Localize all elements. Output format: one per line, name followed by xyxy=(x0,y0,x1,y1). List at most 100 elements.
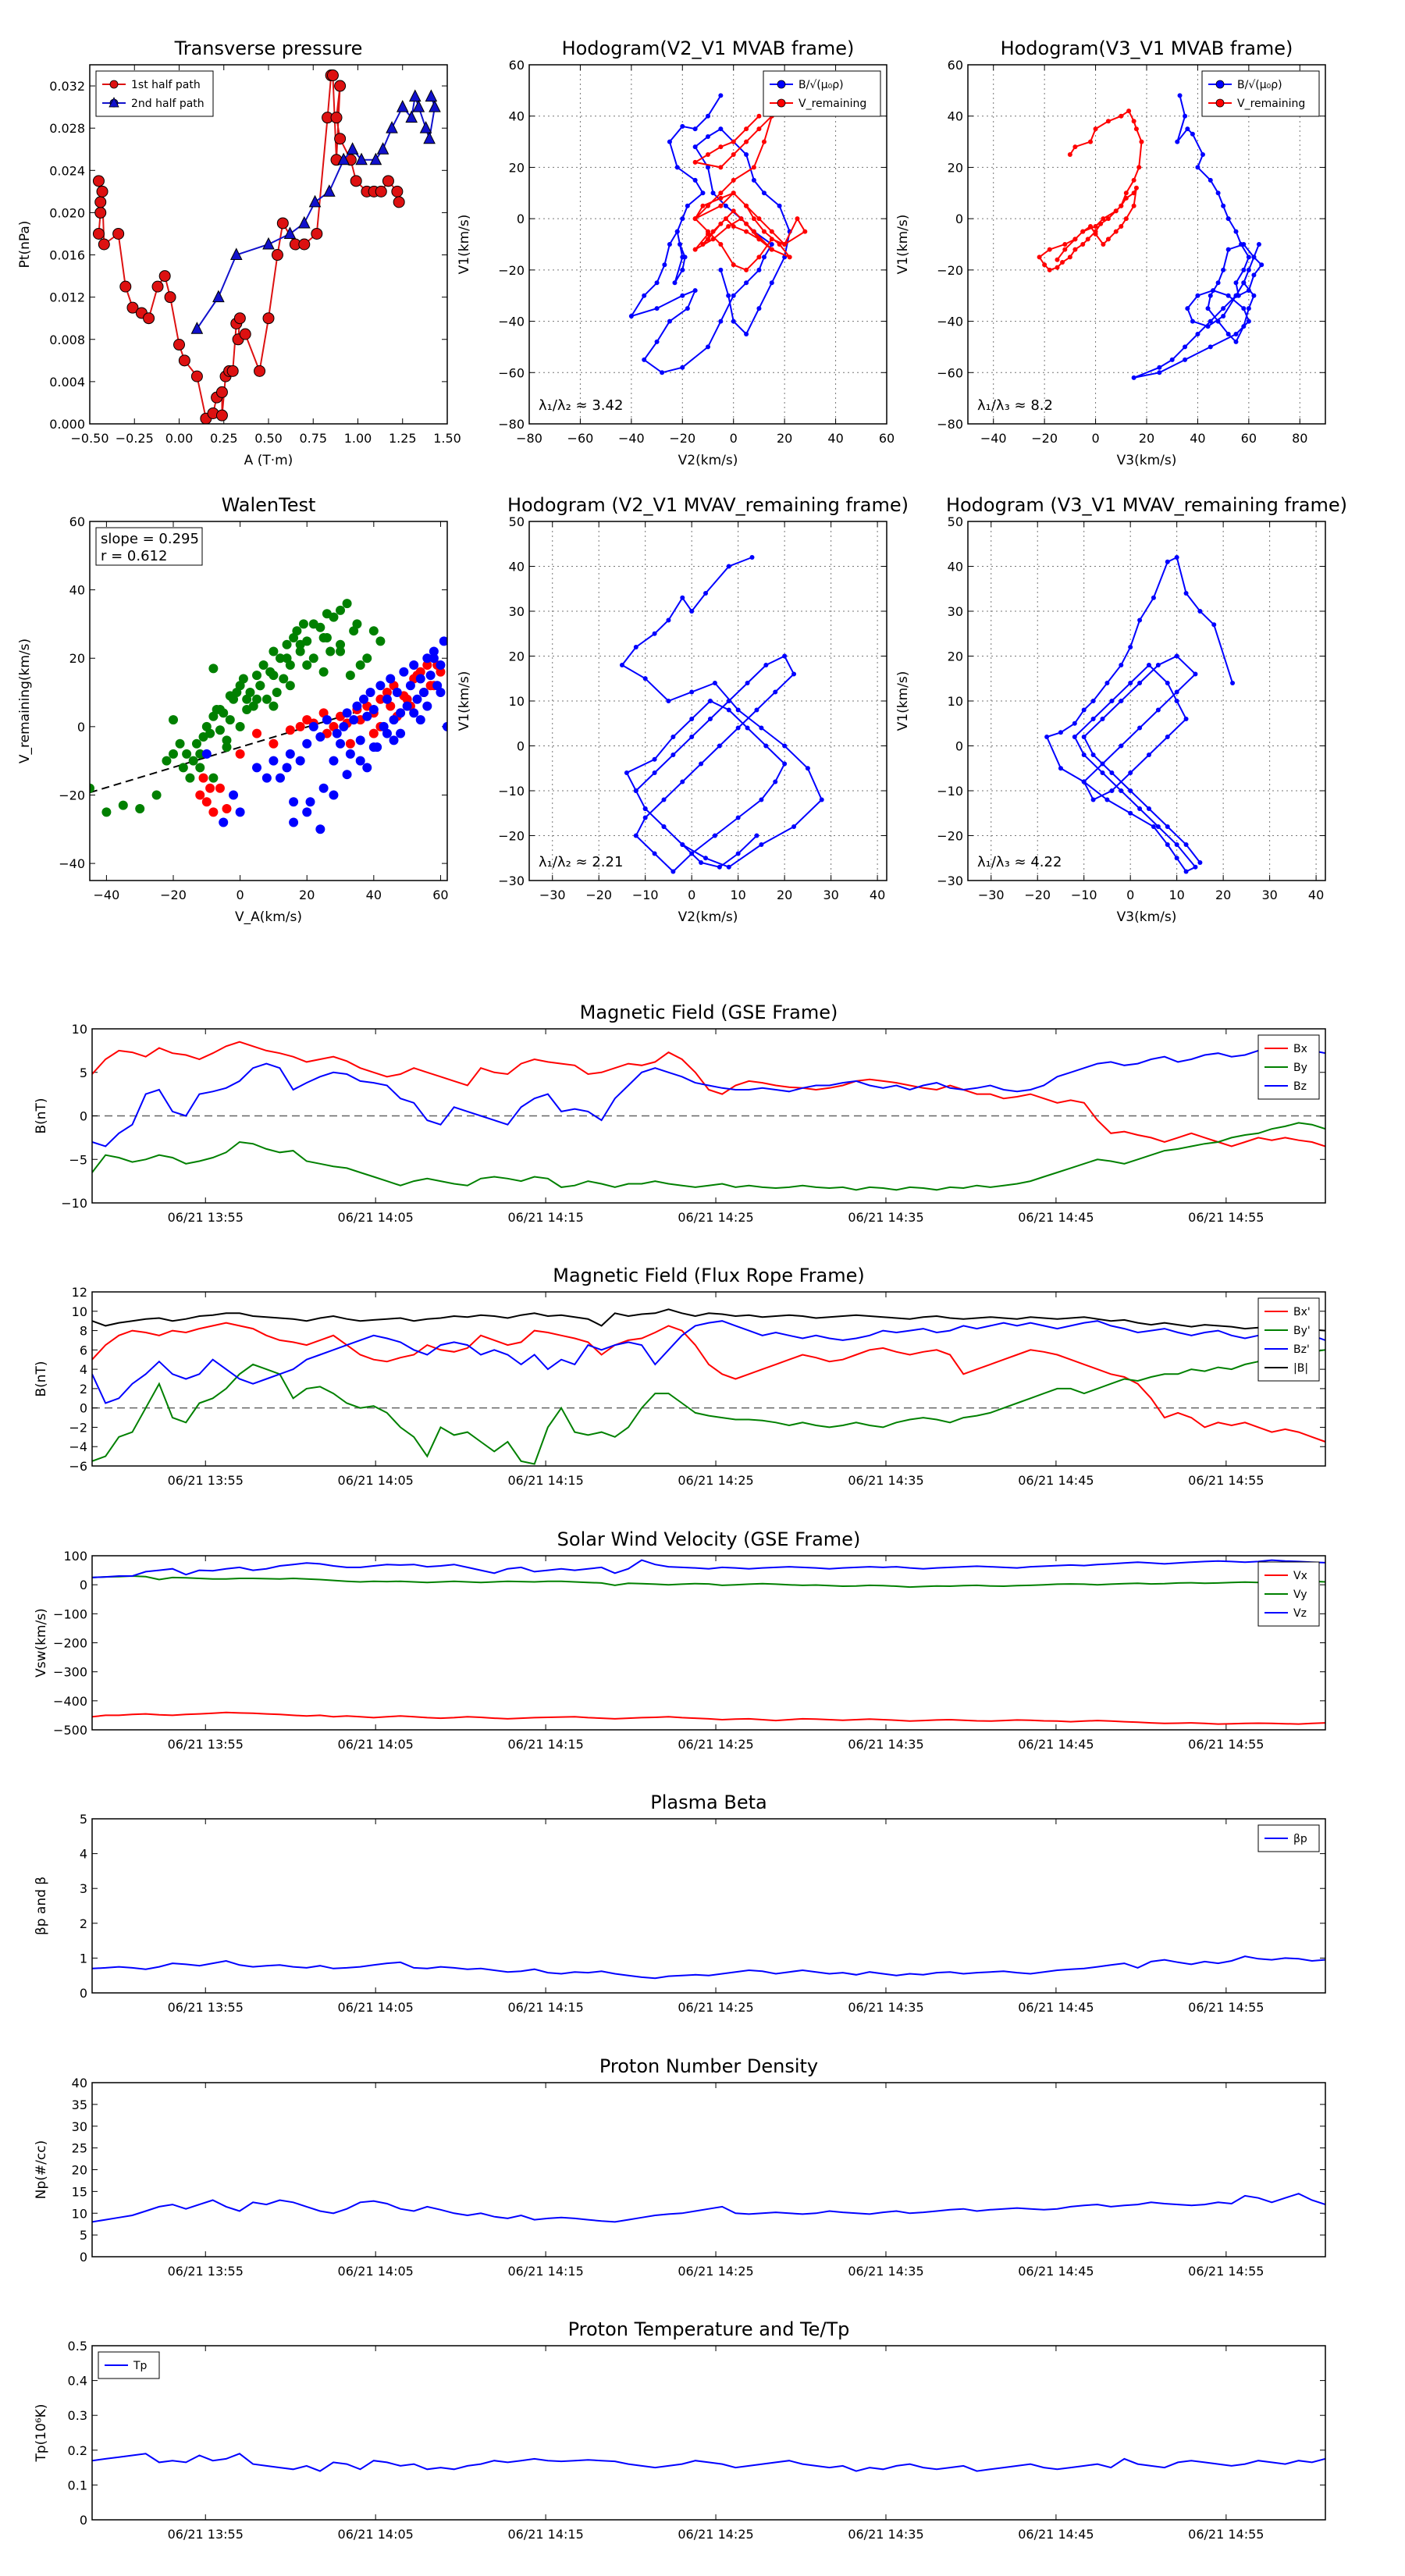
data-point xyxy=(334,80,347,92)
series-line xyxy=(692,115,806,272)
data-point xyxy=(292,626,302,636)
chart-transverse-pressure: Transverse pressure 0.000 0.004 0.008 0.012 0… xyxy=(17,37,461,468)
data-point xyxy=(169,715,179,725)
data-point xyxy=(269,671,279,681)
y-tick-label: −100 xyxy=(53,1606,87,1621)
data-point xyxy=(1047,247,1052,252)
data-point xyxy=(337,152,350,165)
y-tick-label: 20 xyxy=(69,651,85,666)
data-point xyxy=(1211,622,1217,628)
data-point xyxy=(382,694,392,704)
x-tick-label: 06/21 14:45 xyxy=(1018,1210,1094,1225)
x-tick-label: −10 xyxy=(632,888,659,902)
data-point xyxy=(706,237,710,242)
data-point xyxy=(1104,797,1110,802)
data-point xyxy=(350,175,362,187)
y-tick-label: 15 xyxy=(72,2184,87,2199)
data-point xyxy=(1126,109,1132,114)
data-point xyxy=(315,732,325,742)
plot-area xyxy=(628,93,808,375)
x-tick-label: 30 xyxy=(823,888,838,902)
x-tick-label: 06/21 14:15 xyxy=(507,1210,583,1225)
x-tick-label: 06/21 14:45 xyxy=(1018,1473,1094,1488)
y-tick-label: −5 xyxy=(69,1152,87,1167)
data-point xyxy=(718,203,724,208)
data-point xyxy=(662,262,667,268)
data-point xyxy=(215,409,228,422)
data-point xyxy=(222,804,232,813)
data-point xyxy=(700,203,706,208)
data-point xyxy=(1241,242,1247,247)
data-point xyxy=(805,766,810,771)
legend-label: Bx' xyxy=(1293,1306,1311,1318)
data-point xyxy=(289,797,299,807)
data-point xyxy=(791,824,797,829)
data-point xyxy=(726,699,731,703)
data-point xyxy=(405,681,415,691)
data-point xyxy=(349,715,359,725)
data-point xyxy=(1190,131,1195,137)
x-tick-label: 06/21 14:55 xyxy=(1188,2000,1264,2015)
series-tp xyxy=(92,2453,1325,2472)
data-point xyxy=(1230,681,1236,685)
data-point xyxy=(283,226,297,239)
data-point xyxy=(1195,332,1200,336)
data-point xyxy=(368,704,379,714)
data-point xyxy=(279,674,289,684)
data-point xyxy=(1042,262,1048,268)
x-tick-label: 1.50 xyxy=(433,431,461,446)
y-tick-label: 5 xyxy=(80,1812,87,1827)
data-point xyxy=(751,177,756,183)
data-point xyxy=(706,231,710,237)
data-point xyxy=(1062,242,1068,247)
plot-frame xyxy=(967,521,1326,881)
data-point xyxy=(1131,190,1136,196)
data-point xyxy=(680,216,685,222)
y-tick-label: −40 xyxy=(59,856,85,871)
y-tick-label: 6 xyxy=(80,1343,87,1357)
data-point xyxy=(1100,761,1105,767)
y-tick-label: 10 xyxy=(72,2206,87,2221)
data-point xyxy=(443,721,447,731)
data-point xyxy=(744,126,749,132)
data-point xyxy=(703,591,709,596)
data-point xyxy=(375,636,386,646)
x-tick-label: 06/21 14:35 xyxy=(848,1737,923,1752)
data-point xyxy=(158,270,171,283)
data-point xyxy=(235,807,245,817)
data-point xyxy=(269,738,279,749)
data-point xyxy=(707,699,713,703)
x-tick-label: 20 xyxy=(299,888,315,902)
data-point xyxy=(1225,216,1231,222)
data-point xyxy=(1088,224,1094,229)
data-point xyxy=(355,756,365,766)
data-point xyxy=(1072,735,1077,739)
x-tick-label: −30 xyxy=(978,888,1005,902)
data-point xyxy=(761,254,767,260)
legend-label: Tp xyxy=(133,2360,148,2372)
data-point xyxy=(652,770,657,775)
data-point xyxy=(419,121,432,133)
legend: B/√(μ₀ρ) V_remaining xyxy=(1201,70,1320,117)
data-point xyxy=(375,681,386,691)
data-point xyxy=(422,653,432,664)
y-tick-label: −80 xyxy=(498,417,525,432)
data-point xyxy=(654,306,660,311)
series-vz xyxy=(92,1559,1325,1578)
data-point xyxy=(92,175,105,187)
data-point xyxy=(1155,663,1161,667)
x-tick-label: 06/21 14:35 xyxy=(848,2527,923,2542)
data-point xyxy=(1080,229,1086,234)
series-line xyxy=(92,1308,1325,1332)
data-point xyxy=(96,185,108,197)
x-tick-label: 06/21 14:05 xyxy=(338,1737,414,1752)
data-point xyxy=(1072,720,1077,726)
data-point xyxy=(1081,779,1087,785)
series-2nd-half-path xyxy=(190,89,441,334)
data-point xyxy=(700,242,706,247)
x-tick-label: 06/21 14:15 xyxy=(507,2264,583,2279)
legend-marker xyxy=(1215,98,1225,108)
data-point xyxy=(235,749,245,759)
data-point xyxy=(334,133,347,145)
data-point xyxy=(712,681,717,685)
